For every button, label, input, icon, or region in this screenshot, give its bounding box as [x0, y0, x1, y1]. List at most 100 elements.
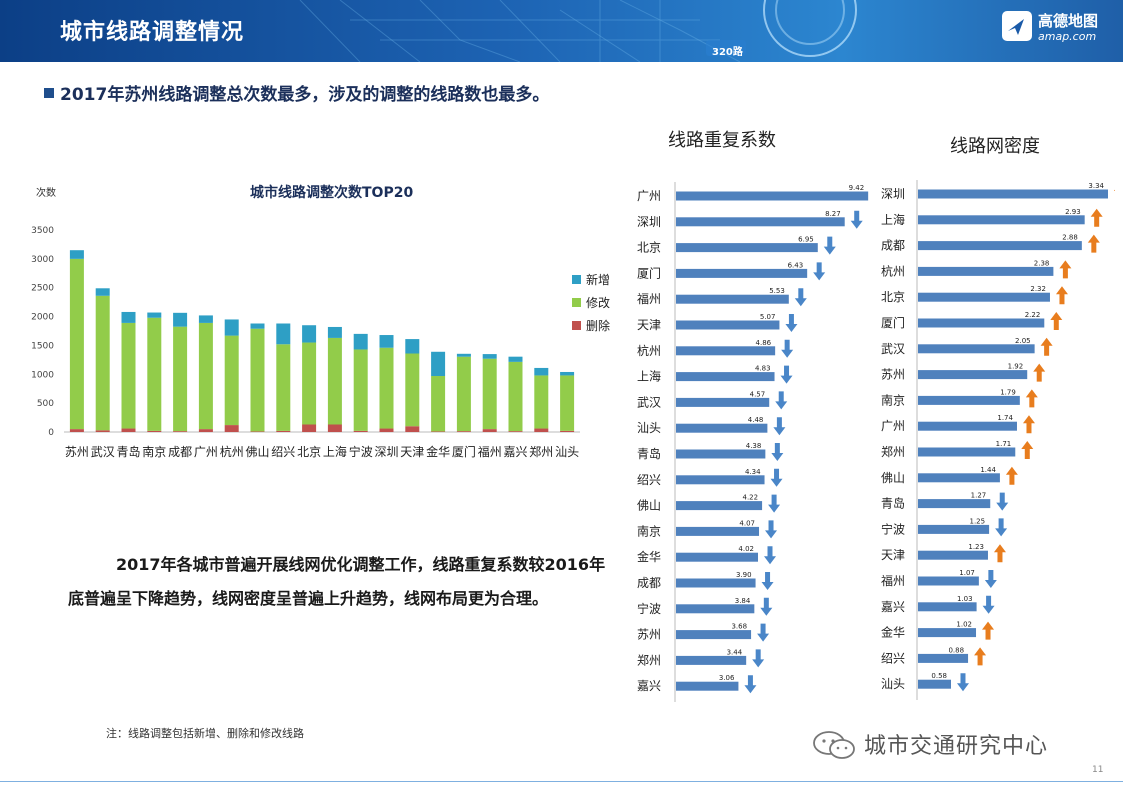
- arrow-down-icon: [744, 675, 757, 694]
- legend-label-new: 新增: [586, 273, 611, 287]
- bar-delete: [482, 429, 497, 432]
- bar-new: [224, 319, 239, 336]
- category-label: 绍兴: [637, 473, 661, 487]
- data-label: 3.68: [731, 623, 747, 631]
- bar: [676, 578, 756, 588]
- bar-delete: [405, 426, 420, 432]
- bar-delete: [560, 430, 575, 432]
- bar-new: [482, 354, 497, 359]
- bar: [676, 346, 776, 356]
- data-label: 2.38: [1034, 259, 1050, 267]
- category-label: 北京: [637, 241, 661, 255]
- y-tick-label: 0: [48, 428, 54, 438]
- bar-modify: [69, 258, 84, 430]
- data-label: 1.02: [956, 621, 972, 629]
- bar: [676, 475, 765, 485]
- bar-modify: [250, 328, 265, 432]
- bar: [676, 681, 739, 691]
- arrow-up-icon: [1040, 337, 1053, 356]
- category-label: 成都: [881, 239, 905, 253]
- data-label: 1.27: [971, 492, 987, 500]
- x-tick-label: 金华: [426, 444, 450, 459]
- bar-modify: [508, 361, 523, 432]
- bar: [918, 550, 988, 560]
- category-label: 福州: [637, 291, 661, 306]
- bar: [918, 266, 1054, 276]
- bar: [676, 501, 763, 511]
- footnote: 注：线路调整包括新增、删除和修改线路: [106, 727, 304, 740]
- bar-modify: [95, 295, 110, 431]
- x-tick-label: 厦门: [452, 444, 476, 459]
- category-label: 福州: [881, 573, 905, 588]
- bar-new: [121, 311, 136, 323]
- data-label: 5.07: [760, 313, 776, 321]
- bar-modify: [224, 335, 239, 426]
- category-label: 杭州: [881, 263, 905, 278]
- category-label: 佛山: [881, 471, 905, 485]
- bar: [676, 604, 755, 614]
- arrow-down-icon: [761, 572, 774, 590]
- adjustment-count-chart: 0 500 1000 1500 2000 2500 3000 3500 苏州 武汉 青岛 南京 成都 广州…: [31, 226, 580, 459]
- data-label: 5.53: [769, 287, 785, 295]
- headline: 2017年苏州线路调整总次数最多，涉及的调整的线路数也最多。: [60, 85, 550, 105]
- category-label: 宁波: [881, 521, 905, 536]
- page-number: 11: [1092, 765, 1104, 775]
- logo-name: 高德地图: [1038, 12, 1099, 30]
- category-label: 天津: [881, 548, 905, 562]
- category-label: 深圳: [637, 215, 661, 229]
- bar-delete: [95, 430, 110, 432]
- x-tick-label: 郑州: [529, 444, 553, 459]
- bar-new: [405, 339, 420, 354]
- bar: [676, 630, 752, 640]
- category-label: 南京: [881, 392, 905, 407]
- category-label: 宁波: [637, 601, 661, 616]
- chart1-y-axis-label: 次数: [36, 188, 56, 199]
- bar-new: [69, 250, 84, 259]
- bar-delete: [302, 424, 317, 432]
- legend-label-modify: 修改: [586, 296, 611, 310]
- wechat-account-name: 城市交通研究中心: [864, 734, 1049, 759]
- bar-delete: [353, 430, 368, 432]
- bar-new: [431, 351, 446, 377]
- data-label: 2.88: [1062, 234, 1078, 242]
- network-density-chart: 深圳 3.34 上海 2.93 成都 2.88 杭州 2.38 北京 2.32 厦门 2.22 武汉 2.…: [881, 180, 1115, 700]
- arrow-down-icon: [984, 570, 997, 588]
- category-label: 绍兴: [881, 651, 905, 665]
- bar-modify: [456, 356, 471, 432]
- data-label: 1.25: [970, 517, 986, 525]
- data-label: 1.71: [996, 440, 1012, 448]
- bar-delete: [224, 425, 239, 432]
- arrow-down-icon: [850, 210, 863, 229]
- arrow-up-icon: [982, 621, 995, 640]
- bar-new: [198, 315, 213, 323]
- data-label: 4.83: [755, 365, 771, 373]
- bar: [918, 576, 979, 586]
- x-tick-label: 青岛: [116, 444, 140, 459]
- bar-modify: [327, 337, 342, 425]
- arrow-down-icon: [764, 546, 777, 565]
- bar: [918, 318, 1045, 328]
- bar-new: [508, 356, 523, 362]
- category-label: 天津: [637, 318, 661, 332]
- arrow-up-icon: [1033, 363, 1046, 382]
- footer-divider: [0, 781, 1123, 782]
- bar: [676, 294, 789, 304]
- wechat-icon: [813, 731, 855, 759]
- data-label: 0.88: [948, 646, 964, 654]
- bar-delete: [173, 431, 188, 432]
- summary-paragraph: 2017年各城市普遍开展线网优化调整工作，线路重复系数较2016年底普遍呈下降趋…: [68, 555, 606, 608]
- legend-item-delete: 删除: [572, 314, 610, 337]
- data-label: 3.34: [1088, 182, 1104, 190]
- data-label: 4.07: [739, 519, 755, 527]
- category-label: 汕头: [637, 421, 661, 435]
- x-tick-label: 深圳: [374, 445, 398, 459]
- arrow-up-icon: [1087, 234, 1100, 253]
- x-tick-label: 杭州: [220, 444, 244, 459]
- bar-new: [173, 312, 188, 327]
- data-label: 3.44: [727, 648, 743, 656]
- bar: [676, 552, 759, 562]
- arrow-down-icon: [785, 314, 798, 332]
- category-label: 郑州: [881, 444, 905, 459]
- x-tick-label: 苏州: [65, 445, 89, 459]
- arrow-up-icon: [1005, 466, 1018, 485]
